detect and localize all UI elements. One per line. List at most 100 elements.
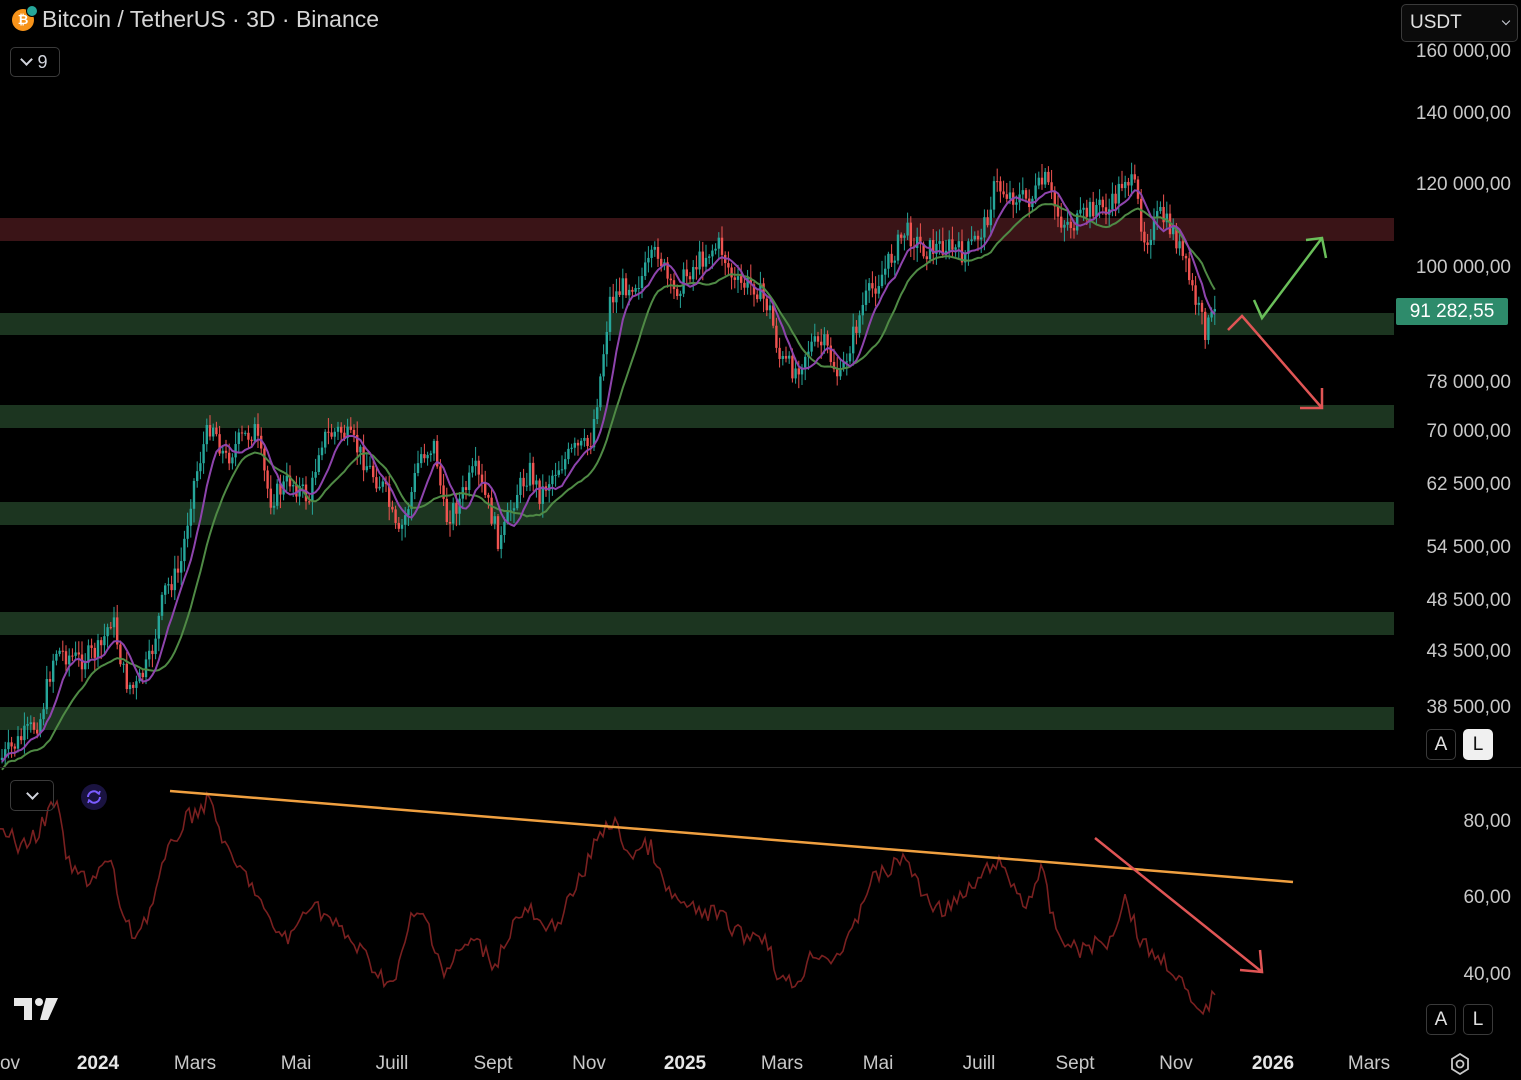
- candle-body: [308, 501, 311, 503]
- candle-body: [135, 681, 138, 688]
- candle-body: [589, 446, 592, 448]
- rsi-label: 40,00: [1463, 964, 1511, 985]
- candle-body: [909, 222, 912, 247]
- candle-body: [1088, 201, 1092, 217]
- candle-body: [240, 432, 244, 434]
- candle-body: [1002, 191, 1005, 195]
- bearish-arrow: [1227, 314, 1323, 409]
- rsi-auto-scale-button[interactable]: A: [1426, 1004, 1456, 1035]
- candle-body: [551, 475, 554, 485]
- tradingview-logo[interactable]: [14, 996, 64, 1022]
- candle-body: [900, 234, 903, 238]
- refresh-icon[interactable]: [81, 784, 107, 810]
- candle-body: [839, 368, 842, 377]
- candle-body: [173, 568, 176, 591]
- candle-body: [244, 432, 247, 434]
- candle-body: [541, 486, 544, 504]
- candle-body: [455, 503, 458, 514]
- time-label: Nov: [1159, 1053, 1193, 1074]
- candle-body: [836, 369, 839, 377]
- candle-body: [1076, 213, 1079, 231]
- candle-body: [368, 465, 372, 467]
- candle-body: [608, 296, 612, 332]
- bullish-arrow: [1252, 237, 1323, 321]
- candle-body: [250, 439, 253, 442]
- candle-body: [128, 684, 132, 690]
- log-scale-button[interactable]: L: [1463, 729, 1493, 760]
- candle-body: [423, 454, 426, 459]
- candle-body: [938, 241, 941, 244]
- candle-body: [234, 444, 237, 458]
- price-label: 54 500,00: [1426, 537, 1511, 558]
- rsi-label: 80,00: [1463, 811, 1511, 832]
- indicators-collapse-button[interactable]: 9: [10, 47, 60, 77]
- candle-body: [743, 282, 746, 288]
- auto-scale-button[interactable]: A: [1426, 729, 1456, 760]
- candle-body: [448, 522, 452, 524]
- candle-body: [893, 260, 896, 263]
- time-label: 2026: [1251, 1053, 1295, 1074]
- candle-body: [1040, 177, 1044, 185]
- candle-body: [90, 645, 93, 648]
- candle-body: [36, 729, 39, 734]
- candle-body: [388, 484, 391, 507]
- candle-body: [29, 722, 32, 725]
- candle-body: [698, 251, 701, 270]
- candle-body: [471, 466, 474, 473]
- candle-body: [772, 305, 775, 326]
- symbol-title[interactable]: ₿ Bitcoin / TetherUS · 3D · Binance: [12, 4, 379, 33]
- candle-body: [1197, 302, 1200, 305]
- candle-body: [720, 237, 724, 255]
- candle-body: [775, 325, 778, 348]
- candle-body: [1184, 255, 1188, 259]
- candle-body: [516, 494, 519, 509]
- candle-body: [426, 454, 429, 459]
- candle-body: [708, 256, 711, 258]
- rsi-log-scale-button[interactable]: L: [1463, 1004, 1493, 1035]
- candle-body: [112, 617, 116, 628]
- candle-body: [55, 653, 58, 661]
- candle-body: [23, 725, 26, 741]
- candle-body: [394, 509, 397, 523]
- candle-body: [660, 258, 663, 267]
- candle-body: [151, 650, 154, 655]
- settings-icon[interactable]: [1449, 1053, 1471, 1075]
- price-label: 62 500,00: [1426, 474, 1511, 495]
- candle-body: [871, 283, 874, 289]
- candle-body: [237, 432, 240, 445]
- candle-body: [1165, 213, 1168, 223]
- candle-body: [951, 239, 954, 250]
- candle-body: [714, 248, 717, 251]
- candle-body: [823, 334, 826, 346]
- candle-body: [880, 274, 884, 287]
- pane-separator[interactable]: [0, 767, 1521, 768]
- candle-body: [986, 217, 989, 226]
- candle-body: [906, 222, 909, 236]
- candle-body: [874, 288, 877, 294]
- candle-body: [439, 466, 442, 486]
- support-zone: [0, 707, 1394, 730]
- candle-body: [375, 477, 378, 489]
- candle-body: [1024, 190, 1028, 199]
- candle-body: [327, 431, 330, 433]
- support-zone: [0, 313, 1394, 335]
- candle-body: [141, 672, 144, 678]
- candle-body: [295, 485, 298, 497]
- candle-body: [586, 437, 589, 447]
- candle-body: [624, 278, 628, 296]
- candle-body: [599, 376, 602, 408]
- candle-body: [378, 486, 381, 489]
- candle-body: [48, 679, 52, 682]
- candle-body: [32, 722, 36, 730]
- candle-body: [1021, 190, 1024, 195]
- candle-body: [208, 424, 212, 437]
- candle-body: [557, 470, 560, 475]
- candle-body: [528, 462, 532, 486]
- rsi-collapse-button[interactable]: [10, 780, 54, 811]
- candle-body: [615, 291, 618, 303]
- time-label: Mai: [280, 1053, 312, 1074]
- moving-average-fast: [1, 189, 1216, 763]
- candle-body: [1050, 182, 1053, 191]
- currency-select[interactable]: USDT: [1401, 4, 1518, 42]
